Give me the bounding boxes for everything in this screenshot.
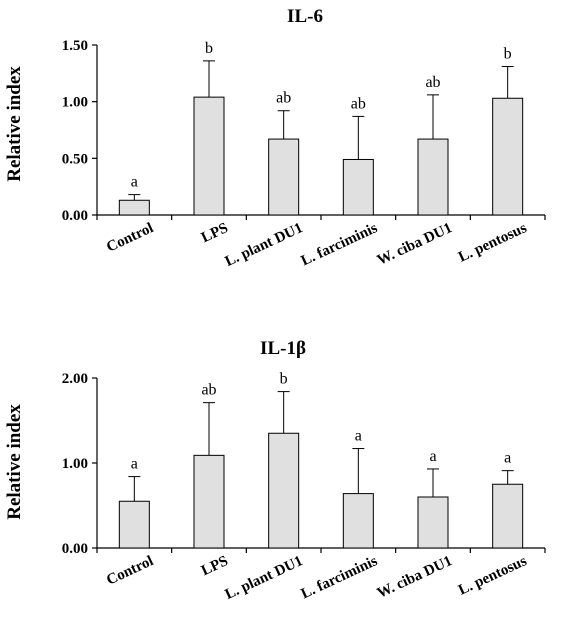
bar xyxy=(417,496,449,549)
bar xyxy=(193,96,225,216)
y-tick-label: 2.00 xyxy=(62,371,88,387)
bar xyxy=(118,199,150,216)
x-tick-label: L. pentosus xyxy=(456,553,529,599)
significance-label: ab xyxy=(425,74,440,91)
x-tick-label: L. plant DU1 xyxy=(223,220,306,270)
bar xyxy=(342,158,374,216)
significance-label: a xyxy=(131,174,138,191)
chart-title: IL-1β xyxy=(260,338,306,359)
bar xyxy=(492,97,524,216)
y-tick-label: 0.50 xyxy=(62,151,88,167)
x-tick-label: W. ciba DU1 xyxy=(375,553,455,602)
significance-label: ab xyxy=(276,90,291,107)
x-tick-label: LPS xyxy=(199,220,231,246)
bar xyxy=(342,493,374,549)
significance-label: ab xyxy=(201,382,216,399)
bar xyxy=(268,432,300,549)
bar xyxy=(193,454,225,549)
chart-il1b: IL-1β Relative index 0.00 1.00 2.00 a Contro… xyxy=(4,338,546,603)
bar xyxy=(268,138,300,216)
bar xyxy=(492,483,524,549)
x-tick-label: L. farciminis xyxy=(299,220,380,269)
chart-il6: IL-6 Relative index 0.00 0.50 1.00 1.50 a Con… xyxy=(4,6,546,270)
y-tick-label: 0.00 xyxy=(62,208,88,224)
significance-label: b xyxy=(504,46,512,63)
x-tick-label: L. plant DU1 xyxy=(223,553,306,603)
bar xyxy=(118,500,150,549)
y-tick-label: 1.00 xyxy=(62,95,88,111)
y-tick-label: 0.00 xyxy=(62,541,88,557)
x-tick-label: Control xyxy=(104,553,156,589)
y-tick-label: 1.00 xyxy=(62,456,88,472)
x-tick-label: LPS xyxy=(199,553,231,579)
significance-label: b xyxy=(205,40,213,57)
chart-title: IL-6 xyxy=(287,6,323,27)
significance-label: a xyxy=(429,448,436,465)
significance-label: a xyxy=(504,450,511,467)
x-tick-label: Control xyxy=(104,220,156,256)
x-tick-label: L. pentosus xyxy=(456,220,529,266)
significance-label: a xyxy=(131,456,138,473)
y-tick-label: 1.50 xyxy=(62,38,88,54)
y-axis-label: Relative index xyxy=(4,404,25,520)
y-axis-label: Relative index xyxy=(4,66,25,182)
x-tick-label: L. farciminis xyxy=(299,553,380,602)
bar xyxy=(417,138,449,216)
significance-label: ab xyxy=(351,95,366,112)
x-tick-label: W. ciba DU1 xyxy=(375,220,455,269)
significance-label: b xyxy=(280,371,288,388)
significance-label: a xyxy=(355,428,362,445)
